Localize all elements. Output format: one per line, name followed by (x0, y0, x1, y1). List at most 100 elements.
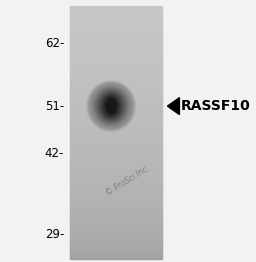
Bar (70, 106, 162, 108)
Bar (70, 176, 162, 177)
Ellipse shape (92, 86, 130, 127)
Bar (70, 236, 162, 238)
Ellipse shape (103, 95, 120, 117)
Bar (70, 8, 162, 9)
Bar (70, 191, 162, 192)
Bar (70, 235, 162, 237)
Bar (70, 120, 162, 122)
Bar (70, 153, 162, 155)
Bar (70, 152, 162, 153)
Bar (70, 66, 162, 67)
Bar (70, 252, 162, 253)
Bar (70, 216, 162, 218)
Bar (70, 133, 162, 134)
Bar (70, 94, 162, 95)
Bar (70, 87, 162, 89)
Bar (70, 30, 162, 32)
Bar (70, 26, 162, 28)
Bar (70, 226, 162, 228)
Bar (70, 33, 162, 34)
Bar (70, 148, 162, 149)
Ellipse shape (97, 90, 126, 123)
Bar (70, 182, 162, 183)
Bar (70, 73, 162, 75)
Bar (70, 57, 162, 58)
Bar (70, 244, 162, 245)
Bar (70, 121, 162, 123)
Bar (70, 46, 162, 47)
Ellipse shape (96, 89, 126, 123)
Bar (70, 134, 162, 135)
Ellipse shape (87, 81, 135, 131)
Ellipse shape (100, 92, 123, 120)
Bar (70, 211, 162, 212)
Ellipse shape (106, 99, 116, 113)
Bar (70, 255, 162, 257)
Bar (70, 177, 162, 178)
Bar (70, 187, 162, 189)
Ellipse shape (100, 93, 122, 119)
Bar (70, 253, 162, 254)
Bar (70, 158, 162, 160)
Ellipse shape (105, 98, 117, 114)
Ellipse shape (96, 89, 127, 123)
Bar (70, 239, 162, 241)
Bar (70, 200, 162, 201)
Bar (70, 128, 162, 129)
Bar (70, 147, 162, 148)
Bar (70, 62, 162, 63)
Ellipse shape (93, 86, 129, 126)
Bar (70, 161, 162, 162)
Bar (70, 115, 162, 117)
Ellipse shape (94, 88, 128, 125)
Bar (70, 212, 162, 214)
Ellipse shape (89, 83, 133, 129)
Bar (70, 145, 162, 147)
Ellipse shape (103, 96, 119, 117)
Ellipse shape (100, 93, 122, 119)
Bar (70, 43, 162, 45)
Bar (70, 61, 162, 62)
Bar (70, 240, 162, 242)
Bar (70, 195, 162, 196)
Ellipse shape (104, 97, 118, 115)
Bar (70, 102, 162, 104)
Ellipse shape (106, 98, 116, 114)
Polygon shape (167, 98, 179, 114)
Bar (70, 97, 162, 99)
Bar (70, 201, 162, 203)
Bar (70, 224, 162, 225)
Bar (70, 215, 162, 216)
Bar (70, 76, 162, 77)
Bar (70, 21, 162, 23)
Bar (70, 222, 162, 224)
Ellipse shape (101, 94, 122, 119)
Ellipse shape (101, 94, 121, 118)
Bar (70, 48, 162, 50)
Bar (70, 83, 162, 85)
Ellipse shape (99, 91, 124, 121)
Bar (70, 6, 162, 8)
Text: 29-: 29- (45, 228, 64, 241)
Bar (70, 75, 162, 76)
Bar (70, 29, 162, 31)
Ellipse shape (105, 97, 117, 115)
Ellipse shape (99, 92, 123, 120)
Bar (70, 230, 162, 232)
Bar (70, 181, 162, 182)
Bar (70, 154, 162, 156)
Bar (70, 77, 162, 79)
Ellipse shape (98, 91, 124, 121)
Bar (70, 52, 162, 53)
Bar (70, 178, 162, 180)
Bar (70, 78, 162, 80)
Ellipse shape (88, 82, 134, 130)
Bar (70, 256, 162, 258)
Bar (70, 58, 162, 60)
Bar (70, 245, 162, 247)
Bar (70, 233, 162, 234)
Ellipse shape (97, 90, 125, 122)
Bar (70, 139, 162, 140)
Bar (70, 10, 162, 12)
Bar (70, 90, 162, 91)
